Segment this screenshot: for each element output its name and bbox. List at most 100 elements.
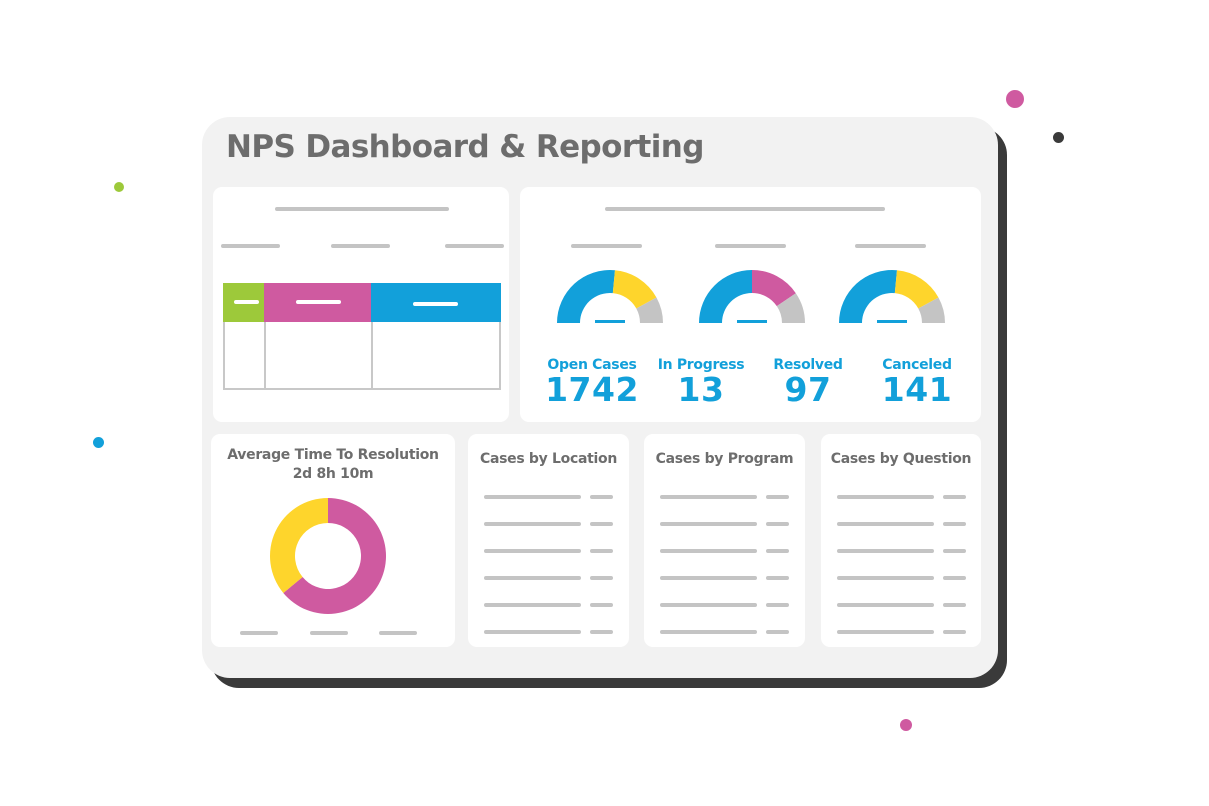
list-row-label-placeholder — [837, 603, 934, 607]
decorative-dot-pink-small — [900, 719, 912, 731]
list-row-label-placeholder — [660, 522, 757, 526]
gauge-segment — [839, 270, 897, 323]
gauge-segment — [636, 297, 663, 323]
list-row-value-placeholder — [943, 549, 966, 553]
placeholder-title-bar — [605, 207, 885, 211]
cases-by-question-card: Cases by Question — [821, 434, 981, 647]
table-cell — [371, 322, 501, 390]
list-row-label-placeholder — [660, 576, 757, 580]
stat-value: 97 — [784, 370, 832, 409]
table-header-col-1[interactable] — [223, 283, 264, 322]
table-cell — [264, 322, 373, 390]
stat-value: 141 — [881, 370, 953, 409]
gauge-charts — [557, 270, 945, 323]
list-row-label-placeholder — [837, 522, 934, 526]
list-row-label-placeholder — [660, 495, 757, 499]
decorative-dot-blue — [93, 437, 104, 448]
list-row-value-placeholder — [766, 576, 789, 580]
list-row-value-placeholder — [943, 495, 966, 499]
decorative-dot-dark — [1053, 132, 1064, 143]
list-row-value-placeholder — [590, 549, 613, 553]
placeholder-title-bar — [275, 207, 449, 211]
gauge-needle-marker — [877, 320, 907, 323]
header-label-placeholder — [234, 300, 259, 304]
list-row-value-placeholder — [766, 630, 789, 634]
legend-placeholder — [379, 631, 417, 635]
placeholder-label-bar — [571, 244, 642, 248]
list-row-label-placeholder — [484, 576, 581, 580]
gauge-needle-marker — [595, 320, 625, 323]
list-row-value-placeholder — [590, 630, 613, 634]
placeholder-label-bar — [445, 244, 504, 248]
placeholder-label-bar — [855, 244, 926, 248]
table-header-col-3[interactable] — [371, 283, 501, 322]
gauge-needle-marker — [737, 320, 767, 323]
resolution-donut-chart — [270, 498, 386, 614]
resolution-value: 2d 8h 10m — [292, 466, 374, 482]
gauge-segment — [894, 270, 939, 309]
gauge-segment — [699, 270, 752, 323]
card-title: Cases by Location — [479, 451, 618, 467]
gauge-segment — [752, 270, 796, 307]
list-row-label-placeholder — [484, 522, 581, 526]
placeholder-label-bar — [331, 244, 390, 248]
list-row-value-placeholder — [590, 522, 613, 526]
list-row-value-placeholder — [590, 603, 613, 607]
legend-placeholder — [310, 631, 348, 635]
list-row-label-placeholder — [484, 549, 581, 553]
stat-value: 1742 — [545, 370, 639, 409]
resolution-title: Average Time To Resolution — [227, 447, 439, 463]
gauge-segment — [918, 297, 945, 323]
cases-by-location-card: Cases by Location — [468, 434, 629, 647]
stat-label: In Progress — [657, 357, 745, 373]
resolution-time-card: Average Time To Resolution 2d 8h 10m — [211, 434, 455, 647]
list-row-value-placeholder — [943, 576, 966, 580]
list-row-label-placeholder — [660, 603, 757, 607]
list-row-label-placeholder — [660, 630, 757, 634]
list-row-label-placeholder — [837, 630, 934, 634]
table-header-col-2[interactable] — [264, 283, 371, 322]
list-row-value-placeholder — [766, 549, 789, 553]
dashboard-window: NPS Dashboard & Reporting Open Cases 17 — [202, 117, 998, 678]
stat-label: Resolved — [773, 357, 843, 373]
list-row-label-placeholder — [837, 495, 934, 499]
card-title: Cases by Program — [655, 451, 794, 467]
list-row-value-placeholder — [943, 630, 966, 634]
list-row-value-placeholder — [766, 495, 789, 499]
page-title: NPS Dashboard & Reporting — [226, 129, 704, 165]
legend-placeholder — [240, 631, 278, 635]
card-title: Cases by Question — [830, 451, 972, 467]
stat-in-progress[interactable]: In Progress 13 — [651, 357, 751, 407]
header-label-placeholder — [413, 302, 458, 306]
list-row-value-placeholder — [590, 495, 613, 499]
placeholder-label-bar — [221, 244, 280, 248]
stat-label: Open Cases — [547, 357, 637, 373]
cases-by-program-card: Cases by Program — [644, 434, 805, 647]
list-row-value-placeholder — [766, 522, 789, 526]
list-row-label-placeholder — [484, 603, 581, 607]
gauge-segment — [557, 270, 615, 323]
placeholder-label-bar — [715, 244, 786, 248]
gauge-segment — [776, 293, 805, 323]
stat-canceled[interactable]: Canceled 141 — [867, 357, 967, 407]
stat-value: 13 — [677, 370, 725, 409]
donut-segment — [283, 498, 386, 614]
gauge-segment — [612, 270, 657, 309]
table-card — [213, 187, 509, 422]
header-label-placeholder — [296, 300, 341, 304]
list-row-value-placeholder — [590, 576, 613, 580]
stat-label: Canceled — [882, 357, 952, 373]
list-row-value-placeholder — [943, 522, 966, 526]
list-row-label-placeholder — [484, 630, 581, 634]
list-row-label-placeholder — [484, 495, 581, 499]
stat-resolved[interactable]: Resolved 97 — [758, 357, 858, 407]
donut-segment — [270, 498, 328, 593]
list-row-value-placeholder — [943, 603, 966, 607]
list-row-label-placeholder — [837, 576, 934, 580]
table-cell — [223, 322, 266, 390]
list-row-label-placeholder — [660, 549, 757, 553]
decorative-dot-pink — [1006, 90, 1024, 108]
list-row-value-placeholder — [766, 603, 789, 607]
list-row-label-placeholder — [837, 549, 934, 553]
stat-open-cases[interactable]: Open Cases 1742 — [542, 357, 642, 407]
